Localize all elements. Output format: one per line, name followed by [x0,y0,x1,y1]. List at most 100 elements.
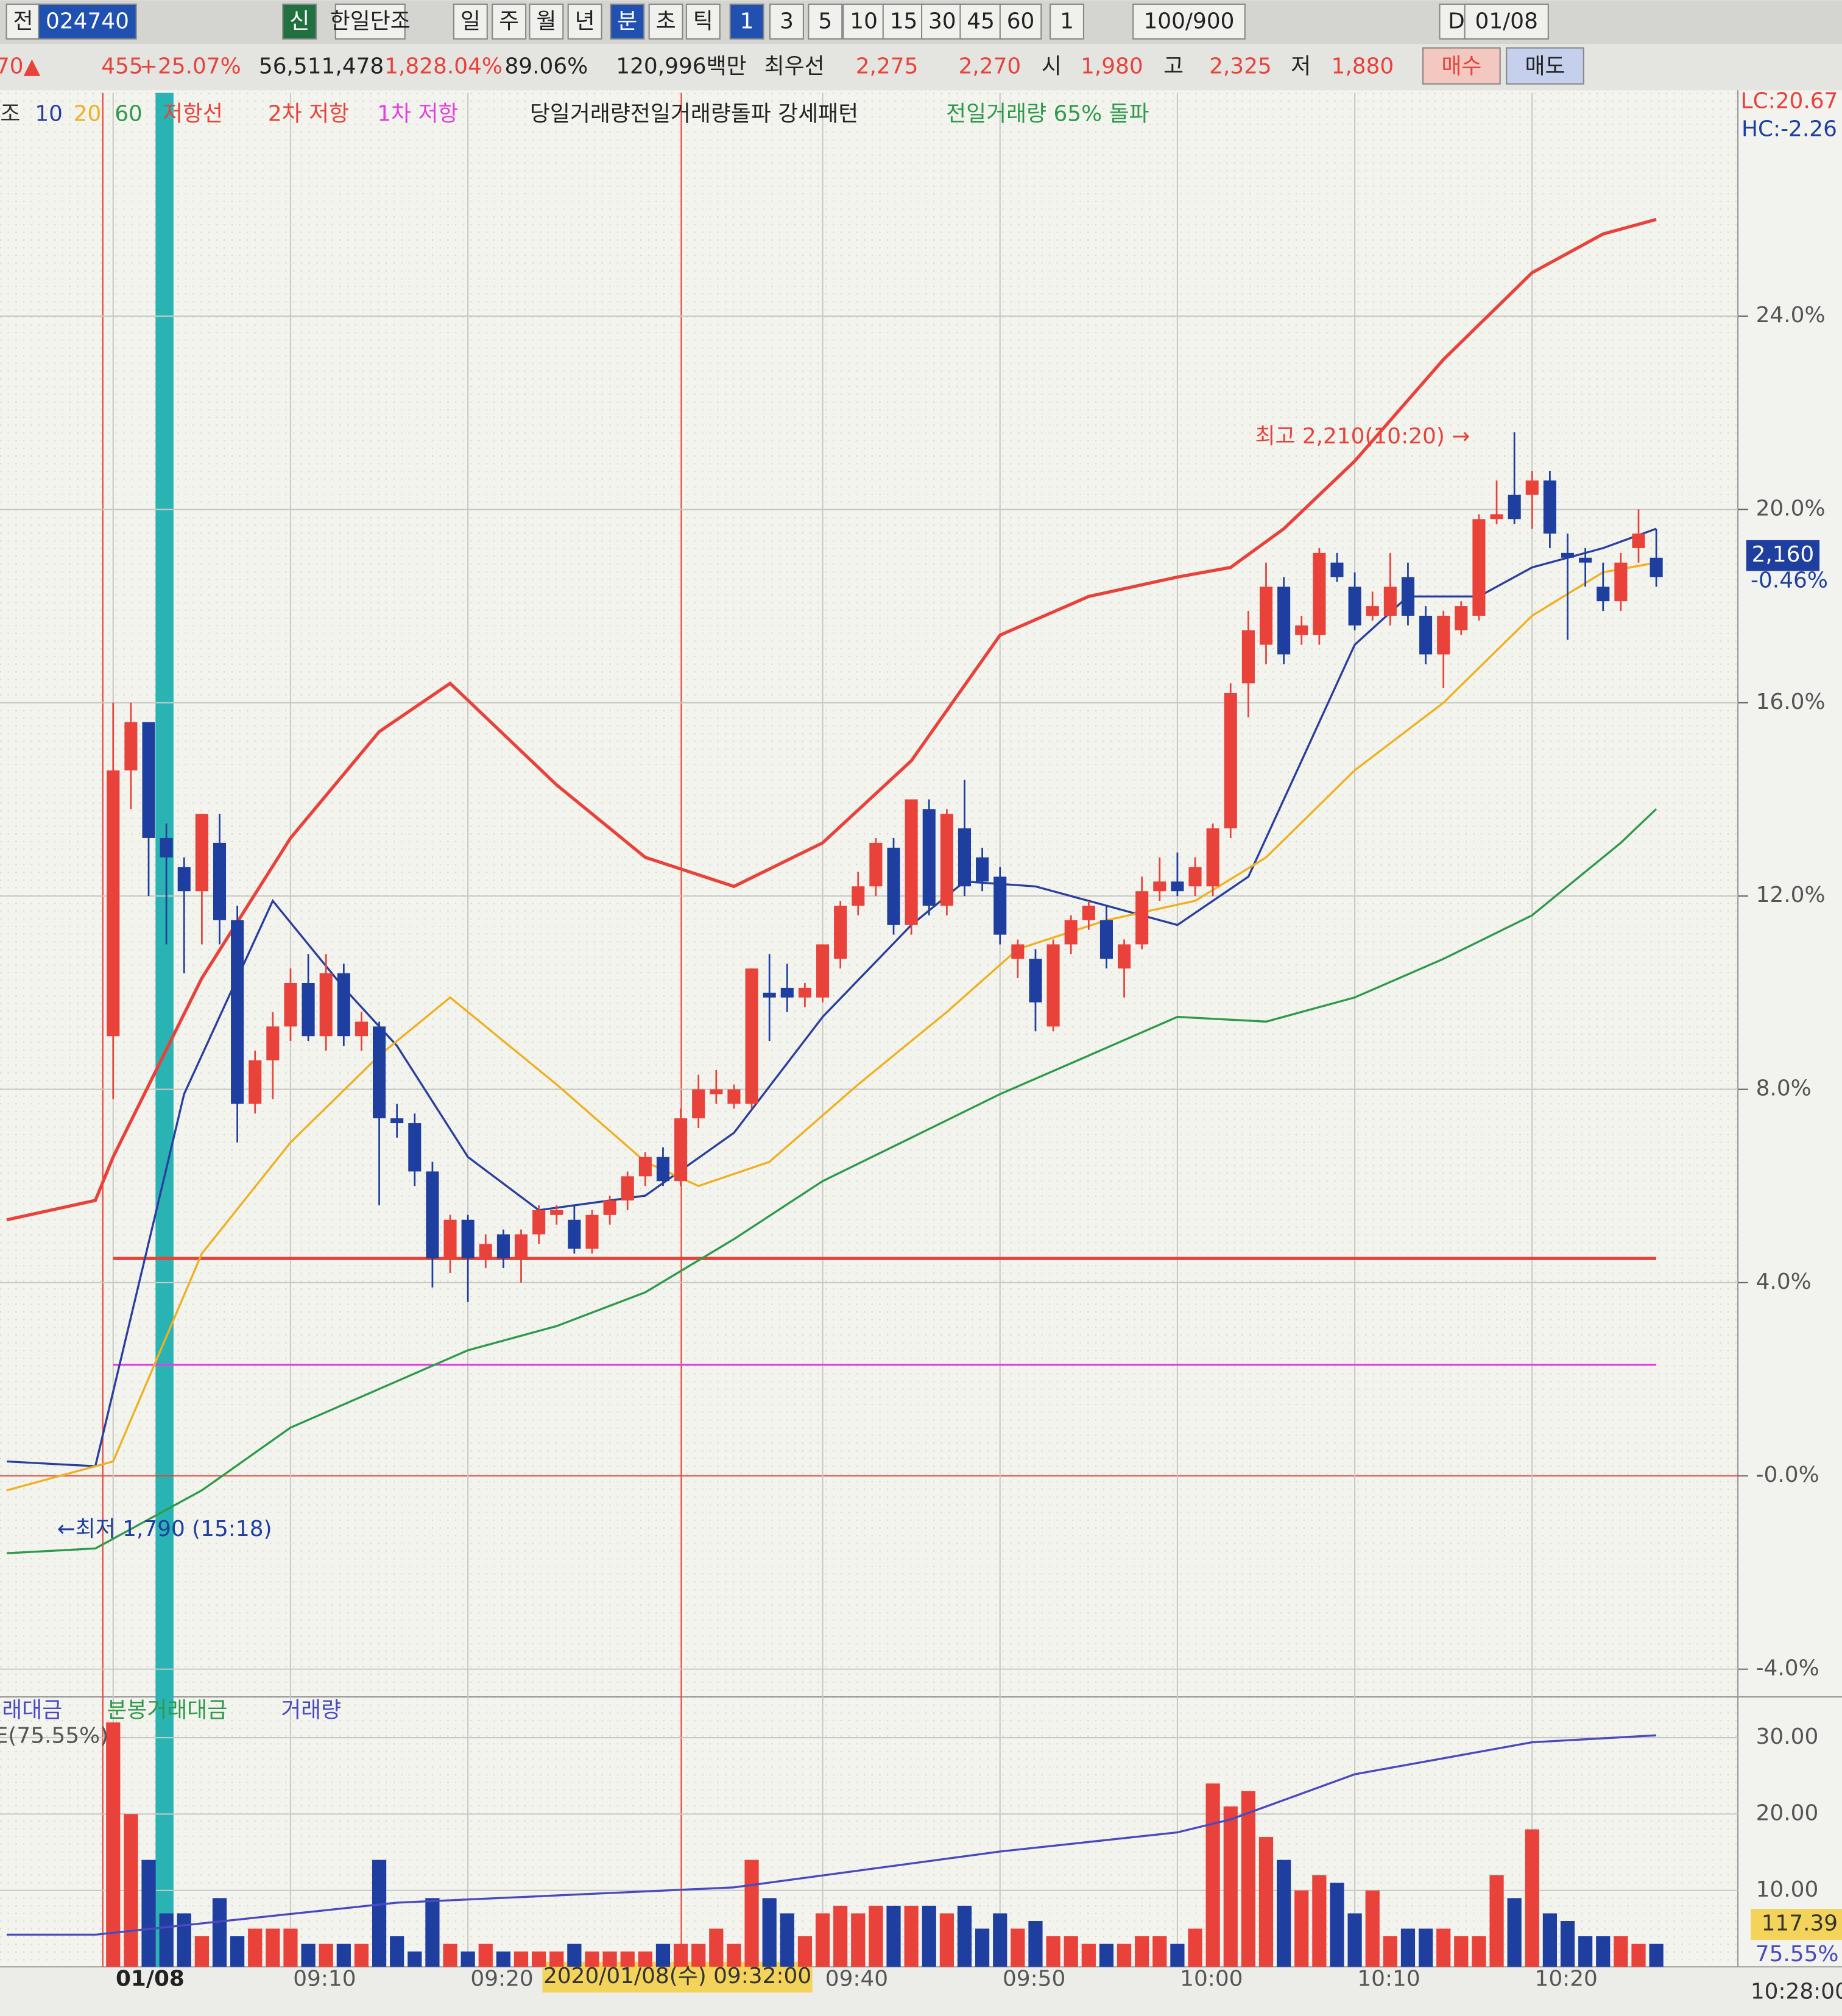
quote-value: 56,511,478 [259,54,384,79]
toolbar-button[interactable] [921,3,964,40]
volume-bar [230,1936,245,1967]
volume-bar [1294,1890,1309,1967]
toolbar-label[interactable]: 한일단조 [330,9,411,33]
candle-body [231,920,244,1104]
toolbar-button[interactable] [1132,3,1246,40]
toolbar-label[interactable]: 5 [818,9,832,33]
volume-bar [1560,1921,1575,1967]
volume-bar [1152,1936,1167,1967]
toolbar-button[interactable] [808,3,843,40]
toolbar-label[interactable]: 100/900 [1143,9,1234,33]
candle-body [603,1200,616,1215]
volume-bar [993,1913,1007,1967]
volume-bar [496,1951,511,1967]
toolbar-label[interactable]: 틱 [693,9,713,33]
candle-body [1419,615,1433,655]
toolbar-button[interactable] [959,3,1002,40]
toolbar-button[interactable] [999,3,1042,40]
candle-body [160,837,173,858]
toolbar-label[interactable]: D [1448,9,1465,33]
toolbar-button[interactable] [729,3,764,40]
toolbar-label[interactable]: 분 [617,9,637,33]
toolbar-button[interactable] [610,3,645,40]
x-tick-label: 10:00 [1180,1966,1243,1991]
toolbar-button[interactable] [685,3,721,40]
toolbar-button[interactable] [529,3,564,40]
toolbar-button[interactable] [334,3,406,40]
candle-body [763,992,776,998]
candle-body [674,1118,688,1182]
toolbar-label[interactable]: 10 [850,9,878,33]
candle-body [1330,562,1344,577]
toolbar-label[interactable]: 3 [780,9,794,33]
candle-body [266,1026,280,1060]
toolbar-button[interactable] [567,3,602,40]
annotation: LC:20.67 [1741,88,1838,113]
x-tick-label: 09:10 [293,1966,356,1991]
candle-body [107,770,120,1037]
toolbar-label[interactable]: 01/08 [1475,9,1538,33]
candle-body [958,828,972,887]
volume-bar [1454,1936,1469,1967]
candle-body [1632,534,1645,548]
volume-bar [1064,1936,1078,1967]
toolbar-label[interactable]: 월 [536,9,556,33]
trade-button[interactable] [1422,47,1501,85]
toolbar-label[interactable]: 45 [967,9,995,33]
toolbar-label[interactable]: 30 [928,9,956,33]
toolbar-label[interactable]: 주 [499,9,519,33]
quote-value: 120,996백만 [616,54,746,79]
volume-bar [1205,1783,1220,1967]
toolbar-label[interactable]: 초 [656,9,676,33]
candle-body [408,1123,422,1172]
volume-bar [336,1944,351,1967]
volume-bar [141,1859,156,1967]
trade-button-label[interactable]: 매도 [1525,54,1565,79]
toolbar-label[interactable]: 024740 [46,9,129,33]
toolbar-label[interactable]: 년 [575,9,595,33]
legend-entry: 2차 저항 [268,101,349,126]
volume-bar [585,1951,599,1967]
toolbar-button[interactable] [769,3,804,40]
candle-body [1206,828,1219,887]
toolbar-button[interactable] [1464,3,1549,40]
volume-bar [1277,1859,1291,1967]
legend-entry: E(75.55%) [0,1724,108,1749]
trade-button-label[interactable]: 매수 [1441,54,1481,79]
toolbar-label[interactable]: 전 [13,9,33,33]
candle-body [213,842,227,920]
toolbar-button[interactable] [648,3,683,40]
volume-bar [177,1913,191,1967]
volume-bar [1418,1928,1433,1967]
y-tick-label: 12.0% [1756,883,1826,908]
volume-bar [1596,1936,1611,1967]
volume-bar [1312,1875,1327,1967]
candle-body [656,1157,670,1182]
x-tick-label: 01/08 [116,1966,185,1991]
toolbar-button[interactable] [1050,3,1085,40]
volume-bar [1525,1829,1539,1967]
volume-bar [1011,1928,1025,1967]
candle-body [1082,906,1095,920]
candle-body [177,867,191,892]
toolbar-button[interactable] [38,3,137,40]
annotation: ←최저 1,790 (15:18) [57,1517,272,1542]
toolbar-button[interactable] [453,3,488,40]
candle-body [1650,557,1663,577]
volume-bar [1330,1883,1344,1967]
volume-bar [248,1928,263,1967]
toolbar-label[interactable]: 1 [1060,9,1074,33]
toolbar-button[interactable] [842,3,885,40]
volume-bar [194,1936,209,1967]
toolbar-label[interactable]: 60 [1007,9,1035,33]
toolbar-button[interactable] [282,3,317,40]
trade-button[interactable] [1506,47,1584,85]
candle-body [710,1089,723,1094]
toolbar-label[interactable]: 일 [460,9,481,33]
toolbar-button[interactable] [492,3,527,40]
volume-bar [124,1814,138,1967]
toolbar-label[interactable]: 15 [890,9,918,33]
toolbar-label[interactable]: 신 [289,9,309,33]
toolbar-label[interactable]: 1 [740,9,754,33]
